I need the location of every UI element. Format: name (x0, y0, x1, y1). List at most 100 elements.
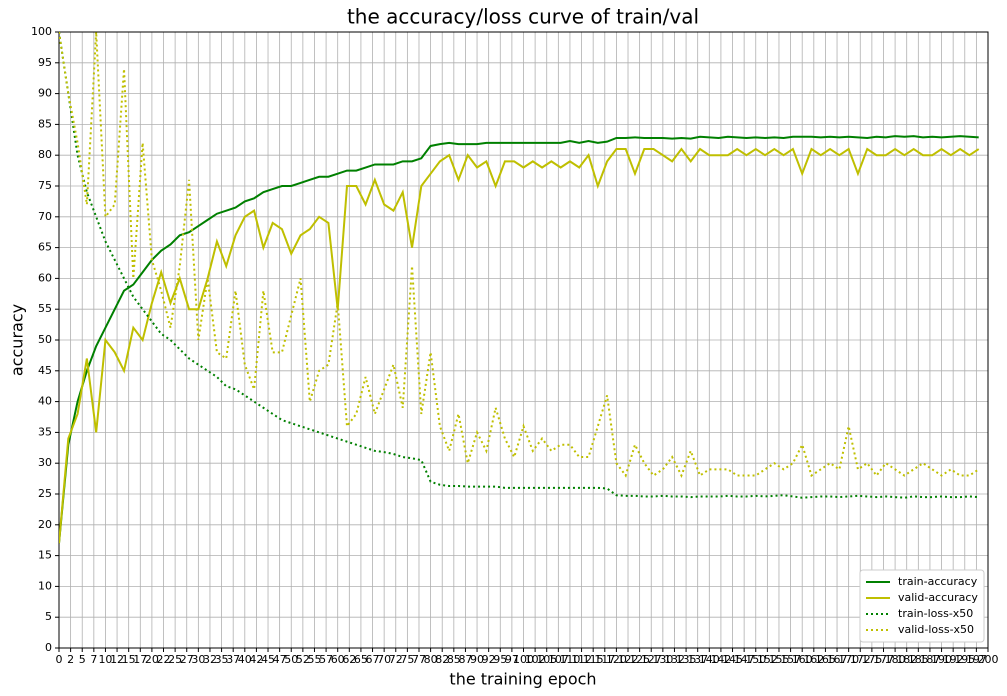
y-tick-label: 90 (38, 87, 52, 100)
y-tick-label: 15 (38, 549, 52, 562)
y-tick-label: 45 (38, 364, 52, 377)
x-tick-label: 95 (493, 653, 507, 666)
x-tick-label: 140 (699, 653, 720, 666)
x-tick-label: 150 (745, 653, 766, 666)
x-tick-label: 180 (885, 653, 906, 666)
y-tick-label: 35 (38, 425, 52, 438)
x-tick-label: 100 (513, 653, 534, 666)
y-tick-label: 30 (38, 456, 52, 469)
x-tick-label: 60 (331, 653, 345, 666)
y-tick-label: 0 (45, 641, 52, 654)
y-tick-label: 50 (38, 333, 52, 346)
chart-title: the accuracy/loss curve of train/val (347, 5, 699, 29)
x-tick-label: 122 (618, 653, 639, 666)
x-tick-label: 175 (861, 653, 882, 666)
x-tick-label: 87 (458, 653, 472, 666)
x-tick-label: 137 (687, 653, 708, 666)
x-tick-label: 110 (559, 653, 580, 666)
x-tick-label: 197 (966, 653, 987, 666)
x-tick-label: 47 (273, 653, 287, 666)
x-tick-label: 190 (931, 653, 952, 666)
x-tick-label: 32 (203, 653, 217, 666)
x-tick-label: 135 (676, 653, 697, 666)
x-tick-label: 70 (377, 653, 391, 666)
legend-label: train-loss-x50 (898, 607, 973, 620)
x-tick-label: 195 (954, 653, 975, 666)
x-tick-label: 92 (482, 653, 496, 666)
plot-frame (58, 31, 989, 649)
y-tick-label: 70 (38, 210, 52, 223)
legend-label: valid-loss-x50 (898, 623, 974, 636)
x-tick-label: 50 (284, 653, 298, 666)
x-tick-label: 65 (354, 653, 368, 666)
x-tick-label: 5 (79, 653, 86, 666)
legend-label: valid-accuracy (898, 591, 978, 604)
x-tick-label: 62 (342, 653, 356, 666)
x-tick-label: 85 (447, 653, 461, 666)
x-tick-label: 30 (191, 653, 205, 666)
x-tick-label: 0 (56, 653, 63, 666)
x-tick-label: 187 (919, 653, 940, 666)
x-tick-label: 125 (629, 653, 650, 666)
x-tick-label: 27 (180, 653, 194, 666)
x-tick-label: 127 (641, 653, 662, 666)
x-tick-label: 115 (583, 653, 604, 666)
x-tick-label: 132 (664, 653, 685, 666)
y-tick-label: 40 (38, 395, 52, 408)
legend-box (859, 569, 985, 643)
x-tick-label: 80 (424, 653, 438, 666)
y-tick-label: 85 (38, 117, 52, 130)
x-tick-label: 75 (400, 653, 414, 666)
x-tick-label: 52 (296, 653, 310, 666)
x-tick-label: 172 (850, 653, 871, 666)
x-tick-label: 117 (594, 653, 615, 666)
x-tick-label: 45 (261, 653, 275, 666)
y-tick-label: 20 (38, 518, 52, 531)
x-tick-label: 157 (780, 653, 801, 666)
plot-area (59, 32, 980, 544)
x-tick-label: 155 (768, 653, 789, 666)
y-tick-label: 75 (38, 179, 52, 192)
x-tick-label: 120 (606, 653, 627, 666)
x-tick-label: 130 (652, 653, 673, 666)
y-tick-label: 25 (38, 487, 52, 500)
y-tick-label: 95 (38, 56, 52, 69)
x-tick-label: 142 (710, 653, 731, 666)
x-tick-label: 15 (122, 653, 136, 666)
x-tick-label: 37 (226, 653, 240, 666)
y-tick-label: 65 (38, 241, 52, 254)
y-tick-label: 80 (38, 148, 52, 161)
x-tick-label: 90 (470, 653, 484, 666)
x-tick-label: 77 (412, 653, 426, 666)
x-tick-label: 35 (215, 653, 229, 666)
x-tick-label: 145 (722, 653, 743, 666)
y-tick-label: 60 (38, 271, 52, 284)
x-tick-label: 82 (435, 653, 449, 666)
x-tick-label: 40 (238, 653, 252, 666)
y-axis-label: accuracy (8, 304, 27, 376)
x-tick-label: 170 (838, 653, 859, 666)
x-tick-label: 10 (98, 653, 112, 666)
x-tick-label: 147 (734, 653, 755, 666)
x-tick-label: 2 (67, 653, 74, 666)
x-tick-label: 12 (110, 653, 124, 666)
x-tick-label: 162 (803, 653, 824, 666)
x-tick-label: 167 (827, 653, 848, 666)
x-tick-label: 42 (249, 653, 263, 666)
x-tick-label: 97 (505, 653, 519, 666)
x-tick-label: 17 (133, 653, 147, 666)
x-axis-label: the training epoch (449, 670, 596, 689)
series-line (59, 147, 980, 544)
x-tick-label: 55 (307, 653, 321, 666)
y-tick-label: 5 (45, 610, 52, 623)
x-tick-label: 112 (571, 653, 592, 666)
x-tick-label: 185 (908, 653, 929, 666)
x-tick-label: 152 (757, 653, 778, 666)
series-line (59, 32, 979, 499)
x-tick-label: 20 (145, 653, 159, 666)
x-tick-label: 192 (943, 653, 964, 666)
x-tick-label: 57 (319, 653, 333, 666)
series-line (59, 32, 980, 479)
x-tick-label: 165 (815, 653, 836, 666)
